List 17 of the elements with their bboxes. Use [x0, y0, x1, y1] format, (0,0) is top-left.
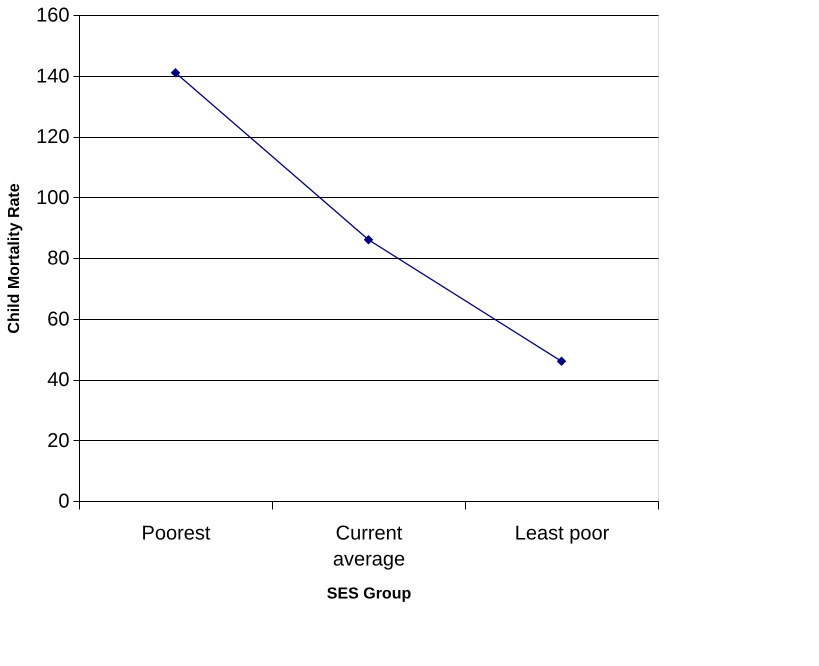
y-tick-label: 0 — [58, 490, 70, 512]
point — [556, 356, 566, 366]
y-tick-label: 60 — [47, 308, 70, 330]
point — [364, 235, 374, 245]
y-tick-label: 140 — [36, 65, 70, 88]
x-tick-label: Least poor — [514, 522, 610, 544]
y-tick-label: 160 — [36, 4, 70, 26]
y-tick-label: 80 — [47, 248, 70, 270]
y-axis-title: Child Mortality Rate — [6, 183, 24, 334]
x-tick-label: Current average — [332, 522, 406, 570]
x-axis-title: SES Group — [326, 586, 412, 602]
y-tick-label: 100 — [36, 186, 70, 209]
x-tick-label: Poorest — [142, 522, 211, 544]
y-tick-label: 20 — [47, 430, 70, 452]
y-tick-label: 120 — [36, 126, 70, 148]
y-tick-label: 40 — [47, 369, 70, 391]
point — [170, 68, 180, 78]
